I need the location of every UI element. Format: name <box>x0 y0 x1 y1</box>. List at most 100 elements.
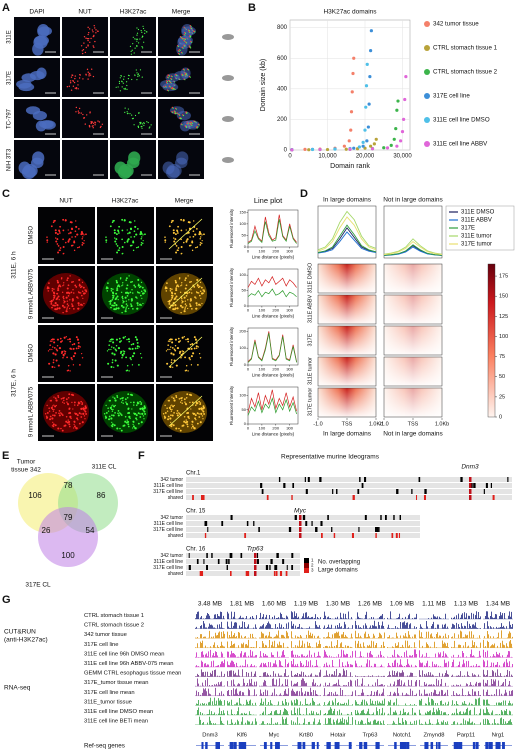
focus <box>62 229 65 232</box>
focus <box>116 394 119 397</box>
coverage-track <box>357 611 385 619</box>
focus <box>133 412 135 414</box>
focus <box>74 75 77 77</box>
legend-label: 311E DMSO <box>461 210 495 216</box>
focus <box>67 304 70 307</box>
domain <box>211 553 213 558</box>
focus <box>67 295 70 297</box>
focus <box>56 292 59 295</box>
focus <box>174 338 177 341</box>
focus <box>66 277 69 280</box>
gene-label: Krt80 <box>299 733 313 739</box>
focus <box>133 124 135 126</box>
focus <box>84 405 87 408</box>
row-label: 311E ABBV <box>307 295 313 324</box>
focus <box>82 286 85 289</box>
focus <box>52 414 54 417</box>
focus <box>173 404 175 407</box>
focus <box>181 124 183 126</box>
gene-domain <box>299 515 302 520</box>
focus <box>169 417 172 420</box>
focus <box>58 307 61 310</box>
focus <box>170 294 173 297</box>
domain <box>359 477 361 482</box>
focus <box>186 338 189 341</box>
focus <box>121 245 124 248</box>
point <box>365 62 369 66</box>
focus <box>119 277 122 279</box>
focus <box>143 124 145 126</box>
chromosome-track <box>186 553 300 558</box>
focus <box>140 304 143 306</box>
focus <box>138 292 141 294</box>
focus <box>191 401 194 404</box>
focus <box>168 399 170 402</box>
focus <box>72 85 75 87</box>
y-tick-label: 50 <box>242 288 247 293</box>
x-tick-label: 0 <box>247 426 250 431</box>
focus <box>48 407 50 409</box>
focus <box>95 32 97 34</box>
focus <box>180 311 182 314</box>
y-tick-label: 50 <box>242 407 247 412</box>
focus <box>118 285 121 288</box>
focus <box>170 291 173 294</box>
focus <box>54 405 57 408</box>
focus <box>117 86 119 88</box>
gene-label: Myc <box>269 733 280 739</box>
profile-line <box>317 227 377 253</box>
focus <box>134 38 136 40</box>
x-tick-label: TSS <box>408 421 419 427</box>
focus <box>112 414 115 417</box>
focus <box>92 125 94 127</box>
focus <box>148 127 150 129</box>
focus <box>120 401 123 403</box>
x-tick-label: 30,000 <box>393 154 412 160</box>
focus <box>182 74 184 76</box>
focus <box>134 286 137 288</box>
focus <box>68 232 70 235</box>
domain <box>490 483 492 488</box>
focus <box>194 246 197 249</box>
focus <box>201 292 204 295</box>
coverage-track <box>291 640 321 648</box>
focus <box>93 46 95 48</box>
intensity-line <box>247 275 297 288</box>
gene-domain <box>469 489 472 494</box>
focus <box>94 122 97 124</box>
focus <box>87 33 89 36</box>
gene-label: Zmynd8 <box>424 733 445 739</box>
domain <box>199 571 203 576</box>
focus <box>113 353 116 356</box>
focus <box>57 364 60 367</box>
focus <box>67 419 69 421</box>
coverage-track <box>325 716 353 725</box>
x-tick-label: 300 <box>286 426 293 431</box>
focus <box>119 90 121 92</box>
domain <box>291 553 294 558</box>
micrograph <box>62 140 108 179</box>
focus <box>135 246 138 249</box>
focus <box>97 30 99 33</box>
colorbar-label: 100 <box>499 334 508 340</box>
domain <box>357 489 360 494</box>
focus <box>144 289 146 291</box>
focus <box>111 425 114 428</box>
coverage-track <box>387 670 413 677</box>
focus <box>97 120 99 122</box>
focus <box>130 343 133 346</box>
coverage-track <box>227 621 257 629</box>
track-label: shared <box>168 495 184 501</box>
coverage-track <box>419 689 448 696</box>
focus <box>75 427 77 429</box>
colorbar-label: 125 <box>499 314 508 320</box>
profile-line <box>317 231 377 254</box>
track-label: 342 tumor <box>160 553 183 559</box>
focus <box>74 284 77 287</box>
heatmap-frame <box>383 263 443 294</box>
y-axis-label: Fluorescent intensity <box>229 326 234 366</box>
focus <box>124 296 127 299</box>
focus <box>175 295 178 298</box>
focus <box>109 225 112 228</box>
focus <box>60 427 62 430</box>
